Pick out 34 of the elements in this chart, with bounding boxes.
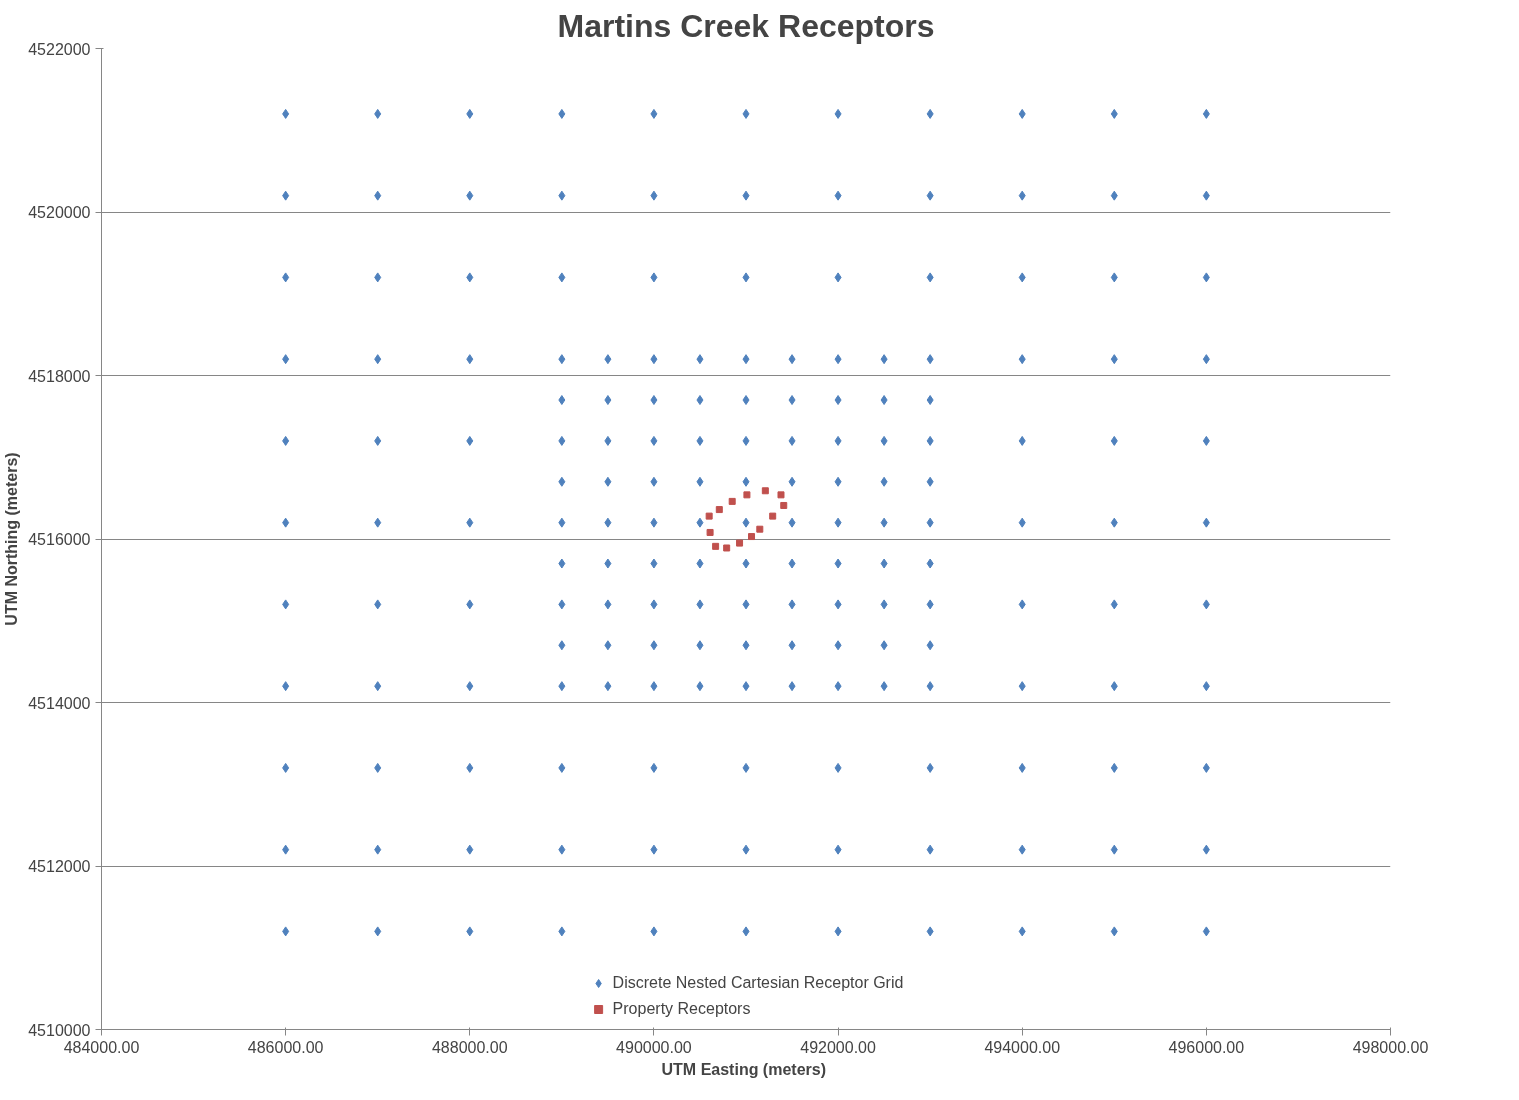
point (705, 512, 713, 520)
point (748, 533, 756, 541)
y-axis-title: UTM Northing (meters) (3, 452, 21, 626)
y-tick-label: 4510000 (28, 1021, 91, 1039)
point (743, 491, 751, 499)
x-tick-label: 494000.00 (984, 1038, 1061, 1056)
x-tick-label: 492000.00 (800, 1038, 876, 1056)
x-tick-label: 496000.00 (1168, 1038, 1245, 1056)
x-tick-label: 484000.00 (63, 1038, 140, 1056)
y-tick-label: 4516000 (28, 531, 91, 548)
point (706, 528, 714, 536)
point (728, 497, 736, 505)
point (777, 491, 785, 499)
point (715, 506, 723, 514)
point (756, 525, 764, 533)
y-tick-label: 4520000 (28, 204, 91, 221)
legend-label: Discrete Nested Cartesian Receptor Grid (612, 974, 904, 992)
x-tick-label: 488000.00 (431, 1038, 508, 1056)
y-tick-label: 4518000 (28, 367, 91, 385)
point (780, 501, 788, 509)
point (712, 542, 720, 550)
point (761, 487, 769, 495)
x-tick-label: 490000.00 (616, 1038, 692, 1056)
chart-title: Martins Creek Receptors (557, 7, 935, 44)
x-tick-label: 486000.00 (247, 1038, 324, 1056)
x-tick-label: 498000.00 (1352, 1038, 1429, 1056)
y-tick-label: 4514000 (28, 694, 91, 712)
point (769, 512, 777, 520)
legend-label: Property Receptors (612, 1000, 751, 1018)
x-axis-title: UTM Easting (meters) (661, 1060, 827, 1078)
point (723, 544, 731, 552)
y-tick-label: 4512000 (28, 858, 91, 875)
y-tick-label: 4522000 (28, 40, 91, 58)
point (736, 539, 744, 547)
